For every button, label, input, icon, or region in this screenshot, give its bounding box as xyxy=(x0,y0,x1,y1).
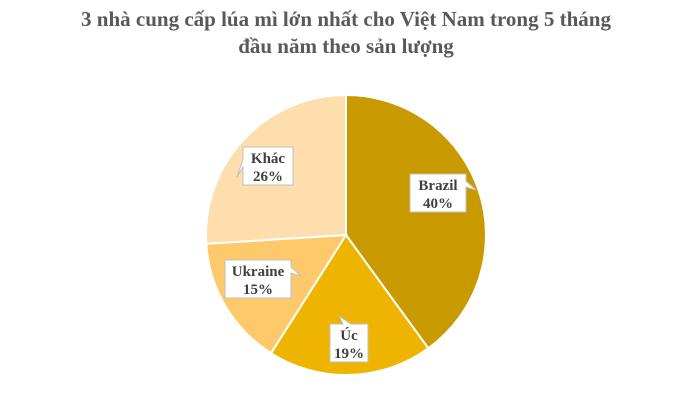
data-label-category: Brazil xyxy=(418,178,457,194)
pie-slice-brazil xyxy=(345,93,487,350)
data-label-value: 15% xyxy=(243,282,273,298)
data-label-uc: Úc 19% xyxy=(329,314,369,363)
data-label-khac: Khác 26% xyxy=(236,146,294,186)
data-label-brazil: Brazil 40% xyxy=(409,173,477,213)
pie-slice-uc xyxy=(269,233,430,377)
callout-box xyxy=(329,314,369,363)
data-label-ukraine: Ukraine 15% xyxy=(224,259,302,299)
callout-box xyxy=(409,173,477,213)
callout-box xyxy=(236,146,294,186)
chart-title-line-1: 3 nhà cung cấp lúa mì lớn nhất cho Việt … xyxy=(81,7,611,31)
data-label-category: Khác xyxy=(251,151,286,167)
data-label-value: 19% xyxy=(334,346,364,362)
pie-labels: Brazil 40% Úc 19% Ukraine 15% Khác 26% xyxy=(224,146,477,363)
data-label-value: 26% xyxy=(253,169,283,185)
data-label-category: Ukraine xyxy=(232,264,285,280)
chart-title: 3 nhà cung cấp lúa mì lớn nhất cho Việt … xyxy=(0,6,692,60)
data-label-category: Úc xyxy=(340,327,358,344)
callout-box xyxy=(224,259,302,299)
chart-title-line-2: đầu năm theo sản lượng xyxy=(238,34,454,58)
data-label-value: 40% xyxy=(423,196,453,212)
